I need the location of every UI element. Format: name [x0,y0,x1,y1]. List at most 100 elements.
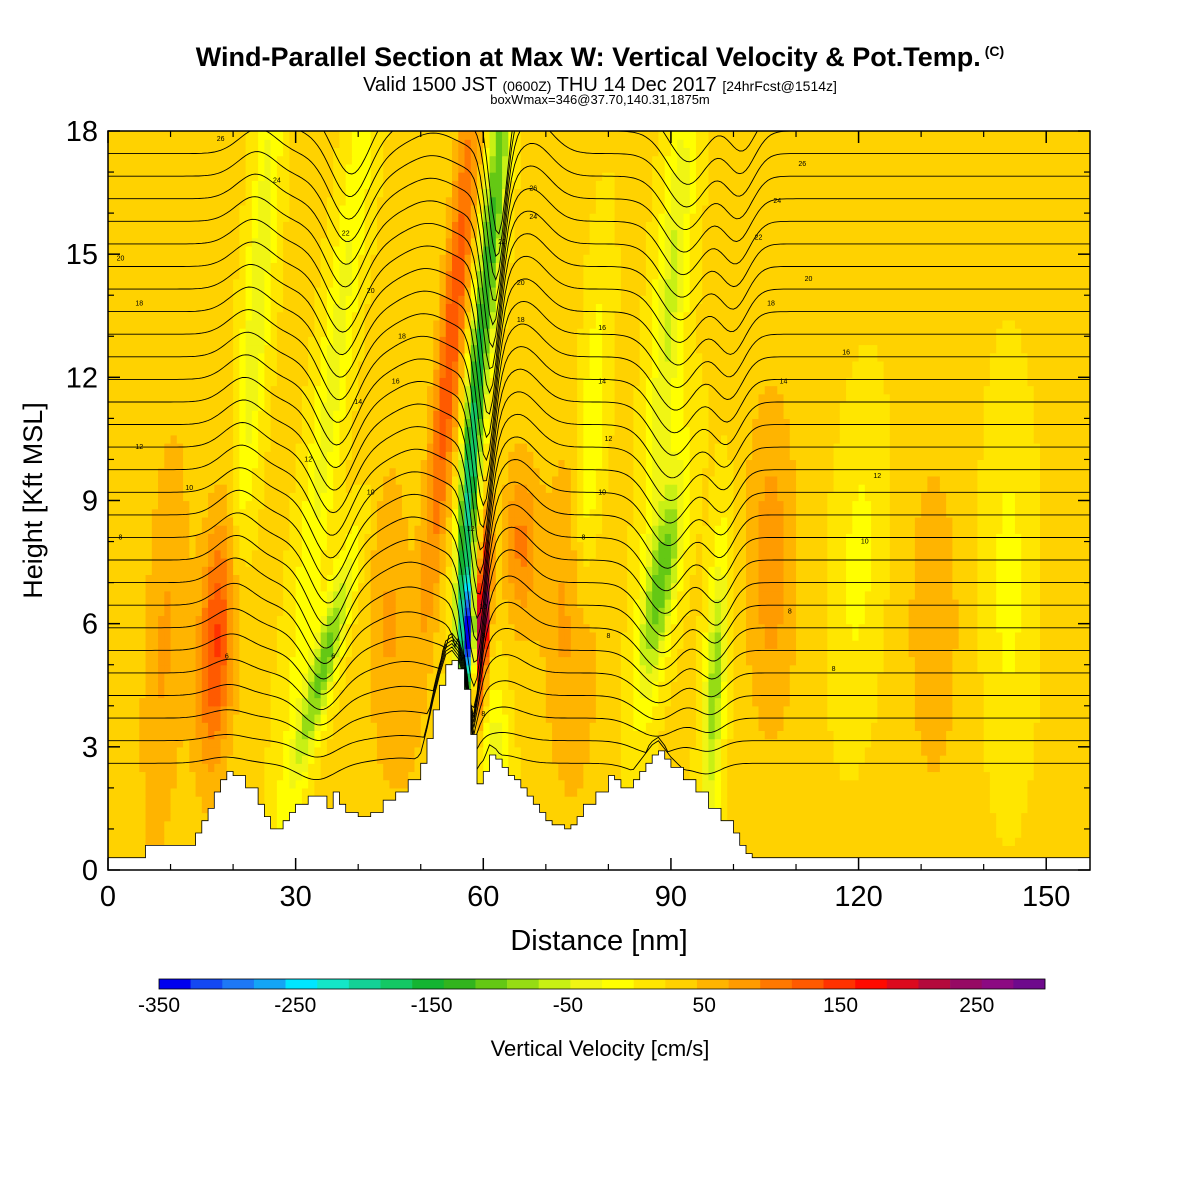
velocity-cell [320,755,328,764]
velocity-cell [1071,845,1079,855]
velocity-cell [170,796,178,805]
velocity-cell [1027,746,1035,756]
velocity-cell [401,672,409,682]
velocity-cell [258,615,265,625]
velocity-cell [620,746,628,756]
velocity-cell [808,845,816,855]
velocity-cell [414,771,422,781]
velocity-cell [114,746,122,756]
velocity-cell [283,738,290,748]
velocity-cell [858,771,866,781]
velocity-cell [239,746,247,756]
velocity-cell [914,656,922,666]
velocity-cell [814,746,822,756]
velocity-cell [745,615,753,625]
velocity-cell [151,697,159,707]
velocity-cell [114,615,122,625]
velocity-cell [933,672,941,682]
velocity-cell [1014,820,1022,830]
velocity-cell [645,664,653,674]
velocity-cell [364,730,372,740]
velocity-cell [420,631,428,641]
velocity-cell [852,746,860,756]
velocity-cell [752,640,760,649]
velocity-cell [1046,656,1054,666]
velocity-cell [314,746,322,756]
velocity-cell [877,615,885,625]
velocity-cell [570,689,578,699]
velocity-cell [827,820,835,830]
velocity-cell [583,631,591,641]
velocity-cell [689,607,697,617]
velocity-cell [245,755,253,764]
velocity-cell [789,640,797,649]
velocity-cell [577,672,584,682]
velocity-cell [871,787,878,797]
velocity-cell [683,763,691,773]
velocity-cell [752,705,760,715]
velocity-cell [589,787,597,797]
velocity-cell [1021,796,1029,805]
velocity-cell [289,705,297,715]
velocity-cell [739,730,747,740]
velocity-cell [470,656,478,666]
velocity-cell [727,664,735,674]
velocity-cell [251,640,259,649]
velocity-cell [1052,689,1060,699]
velocity-cell [720,607,728,617]
velocity-cell [971,804,979,814]
velocity-cell [1002,796,1010,805]
velocity-cell [1083,672,1090,682]
velocity-cell [108,812,115,822]
velocity-cell [821,722,828,732]
velocity-cell [364,755,372,764]
velocity-cell [808,664,816,674]
velocity-cell [864,771,872,781]
velocity-cell [864,689,872,699]
velocity-cell [183,713,190,723]
velocity-cell [783,705,791,715]
velocity-cell [1027,771,1035,781]
velocity-cell [533,689,541,699]
velocity-cell [133,697,140,707]
velocity-cell [658,607,666,617]
velocity-cell [745,771,753,781]
velocity-cell [595,607,603,617]
velocity-cell [1071,722,1079,732]
velocity-cell [852,845,860,855]
velocity-cell [852,672,860,682]
velocity-cell [827,804,835,814]
velocity-cell [933,648,941,658]
velocity-cell [1064,804,1072,814]
velocity-cell [314,755,322,764]
velocity-cell [595,746,603,756]
velocity-cell [245,615,253,625]
velocity-cell [1021,640,1029,649]
velocity-cell [758,796,766,805]
velocity-cell [276,681,284,690]
velocity-cell [295,713,303,723]
velocity-cell [183,738,190,748]
velocity-cell [1052,631,1060,641]
velocity-cell [896,787,903,797]
velocity-cell [1083,845,1090,855]
velocity-cell [796,615,803,625]
velocity-cell [164,828,172,838]
velocity-cell [821,681,828,690]
velocity-cell [846,697,853,707]
velocity-cell [827,681,835,690]
velocity-cell [395,705,403,715]
velocity-cell [201,713,209,723]
velocity-cell [239,648,247,658]
velocity-cell [796,640,803,649]
velocity-cell [914,722,922,732]
velocity-cell [283,812,290,822]
velocity-cell [201,615,209,625]
velocity-cell [139,631,147,641]
velocity-cell [739,796,747,805]
velocity-cell [839,804,847,814]
velocity-cell [589,705,597,715]
velocity-cell [971,755,979,764]
velocity-cell [964,787,972,797]
velocity-cell [376,730,384,740]
